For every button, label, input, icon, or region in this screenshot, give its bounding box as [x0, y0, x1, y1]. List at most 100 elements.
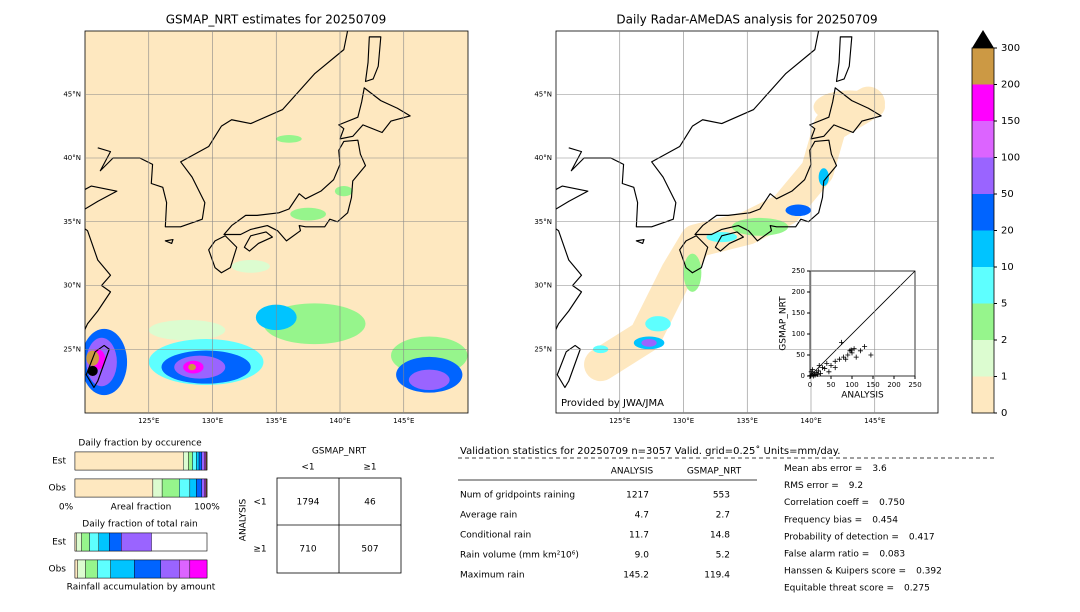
bar-segment	[134, 559, 161, 579]
bar-segment	[77, 559, 86, 579]
colorbar-label: 300	[1001, 43, 1020, 54]
colorbar-label: 50	[1001, 189, 1014, 200]
map-credit: Provided by JWA/JMA	[561, 398, 664, 409]
scatter-point	[832, 365, 838, 371]
score-value: 0.750	[879, 498, 905, 508]
score-label: Correlation coeff =	[784, 498, 869, 508]
bar-segment	[98, 532, 110, 552]
table-cell: 145.2	[623, 571, 649, 581]
row-label: Conditional rain	[460, 531, 531, 541]
y-tick-label: 150	[792, 309, 805, 317]
colorbar-label: 150	[1001, 116, 1020, 127]
bar-segment	[161, 478, 180, 498]
score: Mean abs error = 3.6	[784, 464, 887, 474]
table-cell: 1217	[626, 491, 649, 501]
score: False alarm ratio = 0.083	[784, 549, 905, 559]
x-tick-label: 150	[866, 381, 879, 389]
lat-tick-label: 40°N	[534, 154, 552, 162]
score: Frequency bias = 0.454	[784, 515, 898, 525]
scatter-point	[818, 370, 823, 376]
colorbar-bin	[972, 157, 994, 194]
bars-title: Daily fraction of total rain	[82, 520, 197, 530]
colorbar-bin	[972, 376, 994, 413]
scatter-point	[836, 356, 842, 362]
table-cell: 46	[364, 498, 376, 508]
scatter-point	[808, 373, 814, 379]
row-label: Average rain	[460, 511, 517, 521]
y-tick-label: 0	[801, 372, 805, 380]
bar-segment	[201, 478, 205, 498]
colorbar-label: 1	[1001, 372, 1007, 383]
lon-tick-label: 140°E	[800, 417, 821, 425]
y-tick-label: 250	[792, 267, 805, 275]
score-value: 0.275	[904, 583, 930, 593]
colorbar-label: 2	[1001, 335, 1007, 346]
lon-tick-label: 140°E	[329, 417, 350, 425]
colorbar-label: 20	[1001, 226, 1014, 237]
table-cell: 14.8	[710, 531, 730, 541]
lon-tick-label: 125°E	[138, 417, 159, 425]
x-axis-label: ANALYSIS	[841, 391, 884, 401]
scatter-point	[828, 363, 834, 368]
lon-tick-label: 145°E	[864, 417, 885, 425]
bar-segment	[188, 451, 193, 471]
lat-tick-label: 35°N	[63, 218, 81, 226]
row-label: Est	[52, 457, 66, 467]
bar-segment	[74, 478, 154, 498]
lon-tick-label: 125°E	[609, 417, 630, 425]
table-title: GSMAP_NRT	[312, 447, 367, 457]
score-label: Mean abs error =	[784, 464, 862, 474]
scatter-point	[815, 368, 821, 374]
colorbar-extend	[972, 30, 994, 48]
table-cell: 507	[361, 545, 378, 555]
bar-segment	[152, 478, 163, 498]
bar-segment	[89, 532, 99, 552]
colorbar-bin	[972, 267, 994, 304]
lon-tick-label: 145°E	[393, 417, 414, 425]
lat-tick-label: 45°N	[63, 90, 81, 98]
validation-title: Validation statistics for 20250709 n=305…	[460, 445, 840, 457]
colorbar-label: 100	[1001, 153, 1020, 164]
col-header: ANALYSIS	[611, 467, 654, 477]
scatter-point	[845, 352, 851, 358]
bar-segment	[74, 451, 184, 471]
bar-segment	[206, 478, 208, 498]
col-label: ≥1	[363, 463, 376, 473]
bar-segment	[206, 451, 208, 471]
x-axis-label: Rainfall accumulation by amount	[67, 583, 216, 593]
y-tick-label: 50	[796, 351, 805, 359]
row-label: Rain volume (mm km²10⁶)	[460, 551, 579, 561]
scatter-point	[810, 367, 816, 373]
table-cell: 1794	[297, 498, 320, 508]
scatter-point	[808, 369, 814, 375]
score-label: Probability of detection =	[784, 532, 899, 542]
x-tick-label: 100	[845, 381, 858, 389]
score-label: Equitable threat score =	[784, 583, 894, 593]
scatter-point	[843, 356, 849, 362]
table-cell: 553	[713, 491, 730, 501]
scatter-point	[811, 371, 817, 377]
row-label: Obs	[49, 565, 67, 575]
colorbar-bin	[972, 84, 994, 121]
row-label: Est	[52, 538, 66, 548]
scatter-point	[824, 360, 830, 366]
scatter-point	[822, 365, 828, 371]
scatter-point	[862, 344, 868, 350]
table-cell: 11.7	[629, 531, 649, 541]
scatter-point	[839, 339, 844, 345]
lon-tick-label: 130°E	[202, 417, 223, 425]
diagonal	[809, 270, 916, 377]
y-tick-label: 100	[792, 330, 805, 338]
map-title: Daily Radar-AMeDAS analysis for 20250709	[616, 13, 877, 27]
score-label: False alarm ratio =	[784, 549, 869, 559]
score: RMS error = 9.2	[784, 481, 863, 491]
lon-tick-label: 135°E	[266, 417, 287, 425]
scatter-point	[853, 354, 859, 360]
x-axis-label: Areal fraction	[111, 503, 172, 513]
lat-tick-label: 35°N	[534, 218, 552, 226]
score: Equitable threat score = 0.275	[784, 583, 930, 593]
score-value: 9.2	[849, 481, 863, 491]
row-label: <1	[253, 498, 266, 508]
colorbar-bin	[972, 48, 994, 85]
